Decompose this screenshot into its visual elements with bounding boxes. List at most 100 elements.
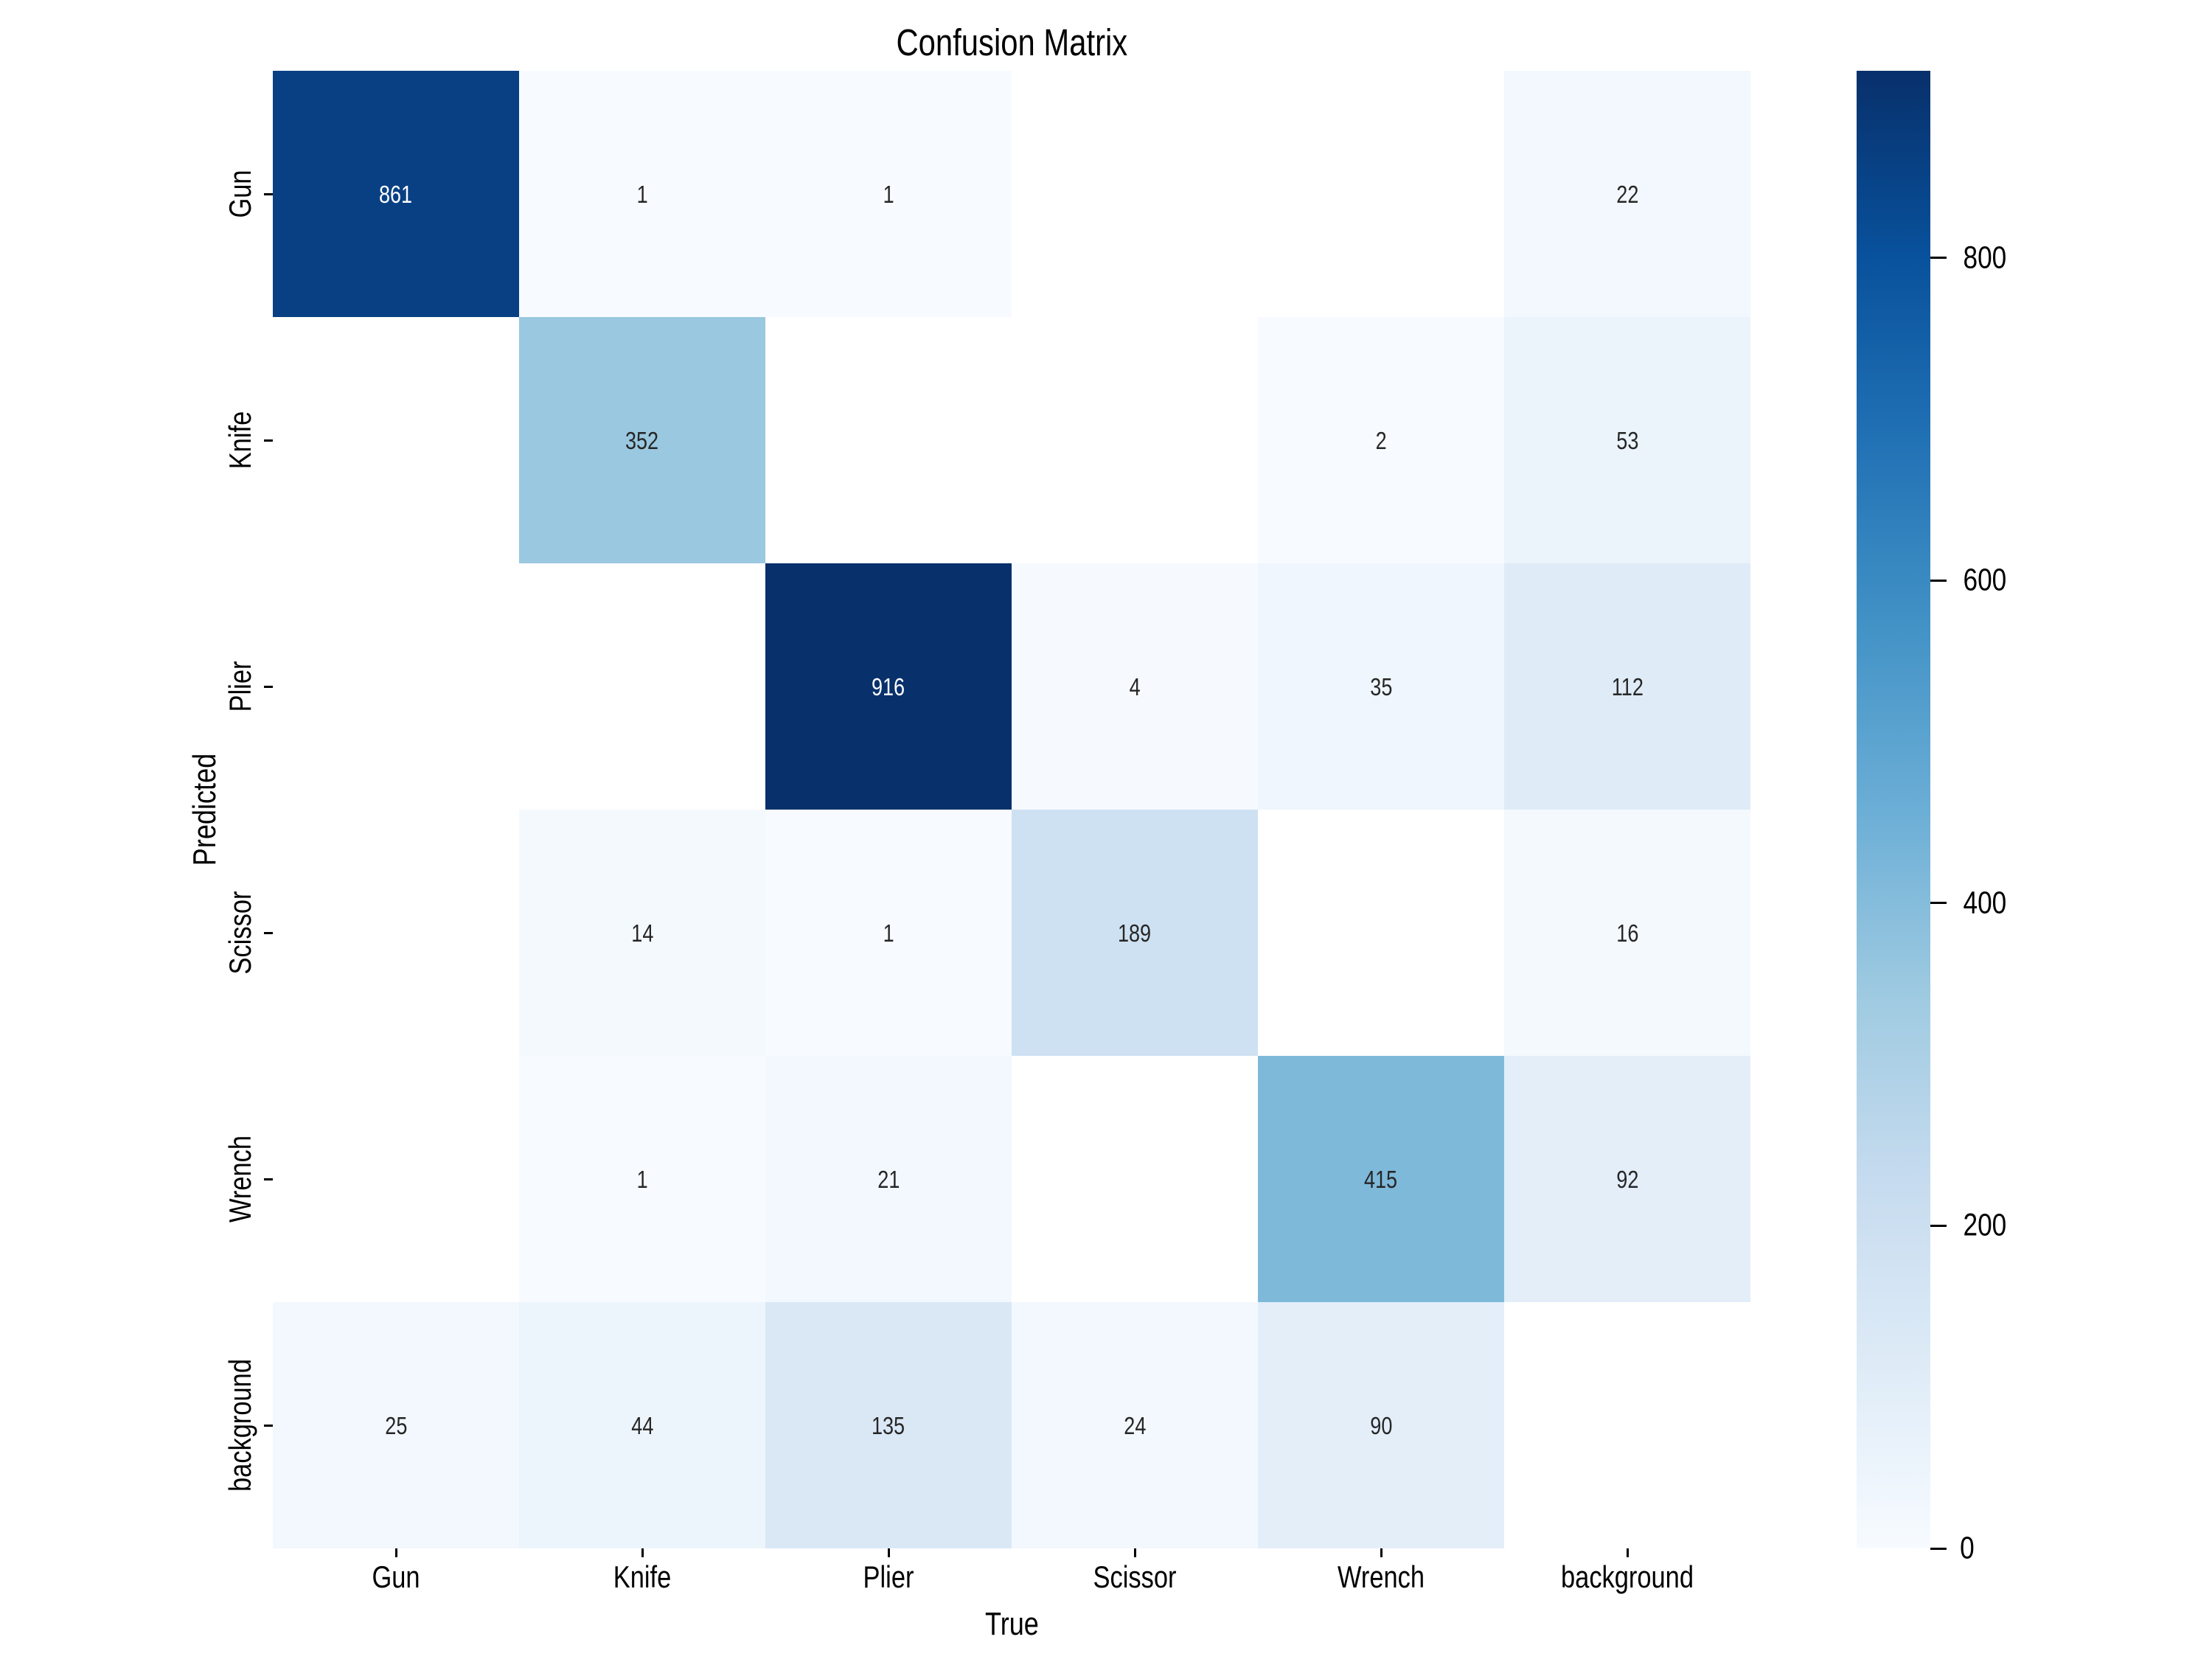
y-tick-label: background <box>223 1344 257 1506</box>
cell-annotation: 92 <box>1615 1165 1639 1193</box>
colorbar-tick-mark <box>1930 902 1947 905</box>
x-tick-label: background <box>1546 1559 1708 1596</box>
chart-title: Confusion Matrix <box>273 22 1750 63</box>
cell-annotation: 22 <box>1615 180 1639 208</box>
x-tick-label: Plier <box>858 1559 919 1596</box>
y-tick-label: Gun <box>223 164 257 223</box>
cell-annotation: 861 <box>379 180 413 208</box>
x-tick-mark <box>1626 1548 1629 1557</box>
cell-annotation: 44 <box>630 1411 654 1439</box>
cell-annotation: 4 <box>1129 672 1141 700</box>
heatmap-cell <box>765 317 1012 563</box>
y-tick-label-text: background <box>223 1359 257 1492</box>
x-tick-mark <box>641 1548 644 1557</box>
colorbar-tick-label-text: 400 <box>1963 885 2007 921</box>
cell-annotation: 21 <box>877 1165 900 1193</box>
heatmap-cell: 21 <box>765 1056 1012 1302</box>
cell-annotation: 916 <box>872 672 905 700</box>
heatmap-cell <box>1012 1056 1258 1302</box>
y-tick-mark <box>264 1178 273 1180</box>
heatmap-cell: 14 <box>519 810 765 1056</box>
cell-annotation: 35 <box>1369 672 1393 700</box>
y-axis-label-text: Predicted <box>187 753 223 866</box>
colorbar-tick-mark <box>1930 257 1947 260</box>
heatmap-cell: 16 <box>1504 810 1750 1056</box>
cell-annotation: 24 <box>1123 1411 1147 1439</box>
colorbar-tick-label: 600 <box>1958 562 2011 598</box>
y-tick-label: Scissor <box>223 882 257 984</box>
heatmap-cell: 352 <box>519 317 765 563</box>
heatmap-cell <box>1012 317 1258 563</box>
colorbar-tick-label: 800 <box>1958 242 2011 274</box>
heatmap-cell: 1 <box>519 71 765 317</box>
colorbar-tick-mark <box>1930 1547 1947 1550</box>
cell-annotation: 2 <box>1375 426 1387 454</box>
heatmap-cell <box>273 1056 519 1302</box>
colorbar-tick-mark <box>1930 579 1947 582</box>
heatmap-cell <box>519 563 765 810</box>
colorbar-tick-label-text: 0 <box>1960 1530 1975 1566</box>
heatmap-cell: 2 <box>1258 317 1504 563</box>
x-tick-label: Scissor <box>1084 1559 1186 1596</box>
cell-annotation: 25 <box>384 1411 408 1439</box>
x-tick-mark <box>1380 1548 1382 1557</box>
heatmap-cell: 44 <box>519 1302 765 1548</box>
x-tick-label: Wrench <box>1328 1559 1434 1596</box>
cell-annotation: 16 <box>1615 919 1639 947</box>
x-tick-label-text: background <box>1561 1559 1694 1594</box>
x-tick-label-text: Knife <box>613 1559 672 1594</box>
x-tick-label-text: Wrench <box>1337 1559 1425 1594</box>
cell-annotation: 14 <box>630 919 654 947</box>
y-tick-mark <box>264 685 273 688</box>
x-tick-label: Knife <box>607 1559 678 1596</box>
y-tick-label-text: Plier <box>223 661 257 712</box>
x-tick-label-text: Gun <box>372 1559 420 1594</box>
y-tick-label-text: Wrench <box>223 1135 257 1223</box>
heatmap-cell: 92 <box>1504 1056 1750 1302</box>
heatmap-cell: 24 <box>1012 1302 1258 1548</box>
y-tick-label-text: Knife <box>223 411 257 470</box>
cell-annotation: 415 <box>1364 1165 1398 1193</box>
y-tick-label: Knife <box>223 405 257 476</box>
x-tick-label-text: Plier <box>863 1559 914 1594</box>
x-tick-label: Gun <box>366 1559 425 1596</box>
cell-annotation: 112 <box>1611 672 1644 700</box>
cell-annotation: 53 <box>1615 426 1639 454</box>
heatmap-cell <box>1258 71 1504 317</box>
x-tick-mark <box>394 1548 397 1557</box>
colorbar-tick-label-text: 800 <box>1963 240 2007 276</box>
cell-annotation: 1 <box>636 1165 648 1193</box>
y-tick-label: Plier <box>223 655 257 717</box>
cell-annotation: 90 <box>1369 1411 1393 1439</box>
colorbar-tick-label: 400 <box>1958 887 2011 919</box>
heatmap-cell: 135 <box>765 1302 1012 1548</box>
y-tick-mark <box>264 931 273 934</box>
heatmap-cell: 189 <box>1012 810 1258 1056</box>
heatmap-cell: 25 <box>273 1302 519 1548</box>
heatmap-cell <box>1012 71 1258 317</box>
x-tick-mark <box>887 1548 890 1557</box>
heatmap-cell: 53 <box>1504 317 1750 563</box>
y-tick-label: Wrench <box>223 1126 257 1232</box>
colorbar-tick-label: 0 <box>1958 1530 1976 1566</box>
colorbar-tick-label-text: 600 <box>1963 562 2007 598</box>
heatmap-cell: 22 <box>1504 71 1750 317</box>
heatmap-cell <box>1504 1302 1750 1548</box>
heatmap-cell: 1 <box>765 71 1012 317</box>
heatmap-cell: 415 <box>1258 1056 1504 1302</box>
cell-annotation: 1 <box>636 180 648 208</box>
colorbar-tick-label: 200 <box>1958 1207 2011 1243</box>
y-axis-label: Predicted <box>187 741 223 878</box>
heatmap-cell: 112 <box>1504 563 1750 810</box>
heatmap-cell: 35 <box>1258 563 1504 810</box>
heatmap-cell <box>273 317 519 563</box>
y-tick-label-text: Gun <box>223 170 257 218</box>
colorbar-tick-label-text: 200 <box>1963 1207 2007 1243</box>
x-axis-label-text: True <box>984 1606 1039 1642</box>
y-tick-label-text: Scissor <box>223 891 257 975</box>
heatmap-cell: 861 <box>273 71 519 317</box>
heatmap-cell: 916 <box>765 563 1012 810</box>
heatmap-grid: 861 1 1 22 352 2 53 916 4 35 112 14 1 189 16 1 21 415 92 25… <box>273 71 1750 1548</box>
cell-annotation: 1 <box>883 919 894 947</box>
heatmap-cell <box>273 563 519 810</box>
